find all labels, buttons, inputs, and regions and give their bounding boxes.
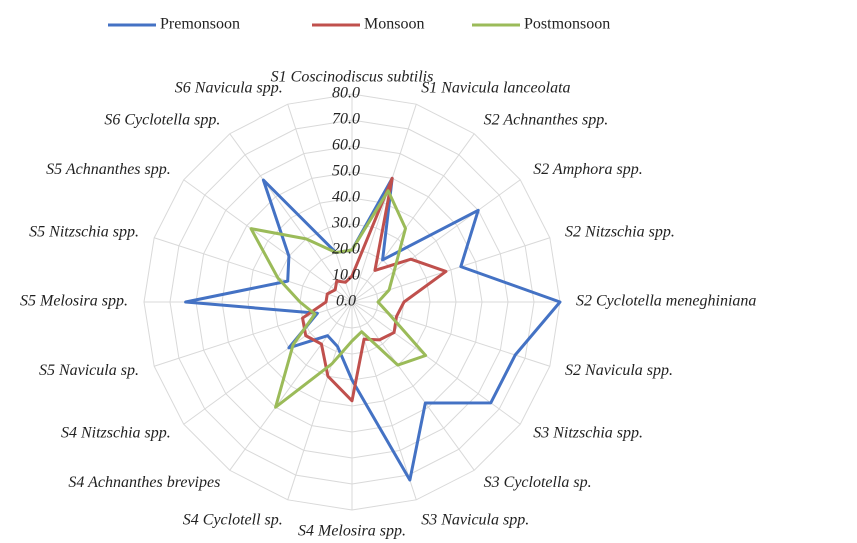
category-label: S4 Cyclotell sp. <box>183 512 283 529</box>
legend-label: Premonsoon <box>160 16 240 33</box>
category-label: S5 Navicula sp. <box>39 362 139 379</box>
y-tick-label: 10.0 <box>332 267 360 284</box>
spoke <box>229 301 353 471</box>
spoke <box>229 133 353 303</box>
category-label: S2 Amphora spp. <box>533 161 643 178</box>
category-label: S2 Navicula spp. <box>565 362 673 379</box>
category-label: S4 Achnanthes brevipes <box>68 474 220 491</box>
category-label: S1 Coscinodiscus subtilis <box>271 69 434 86</box>
category-label: S3 Cyclotella sp. <box>484 474 592 491</box>
category-label: S3 Navicula spp. <box>421 512 529 529</box>
spoke <box>183 301 353 425</box>
category-label: S5 Melosira spp. <box>20 293 128 310</box>
spoke <box>351 301 417 500</box>
legend-label: Monsoon <box>364 16 424 33</box>
spoke <box>351 179 521 303</box>
legend-label: Postmonsoon <box>524 16 610 33</box>
series-line <box>301 176 448 403</box>
y-tick-label: 80.0 <box>332 85 360 102</box>
spoke <box>351 237 550 303</box>
category-label: S5 Nitzschia spp. <box>29 223 139 240</box>
spoke <box>351 104 417 303</box>
category-label: S4 Melosira spp. <box>298 523 406 540</box>
spoke <box>287 301 353 500</box>
spoke <box>154 301 353 367</box>
category-label: S3 Nitzschia spp. <box>533 424 643 441</box>
category-label: S2 Cyclotella meneghiniana <box>576 293 756 310</box>
category-label: S2 Achnanthes spp. <box>484 111 609 128</box>
category-label: S1 Navicula lanceolata <box>421 80 570 97</box>
category-label: S6 Cyclotella spp. <box>104 111 220 128</box>
y-tick-label: 70.0 <box>332 111 360 128</box>
spoke <box>351 301 475 471</box>
category-label: S4 Nitzschia spp. <box>61 424 171 441</box>
spoke <box>183 179 353 303</box>
series-line <box>184 176 562 482</box>
category-label: S2 Nitzschia spp. <box>565 223 675 240</box>
y-tick-label: 0.0 <box>336 293 356 310</box>
y-tick-label: 50.0 <box>332 163 360 180</box>
category-label: S6 Navicula spp. <box>175 80 283 97</box>
spoke <box>287 104 353 303</box>
y-tick-label: 40.0 <box>332 189 360 206</box>
legend: Premonsoon Monsoon Postmonsoon <box>108 16 610 33</box>
spoke <box>154 237 353 303</box>
series-line <box>249 189 428 409</box>
spoke <box>351 301 550 367</box>
spoke <box>351 133 475 303</box>
spoke <box>351 301 521 425</box>
y-tick-label: 60.0 <box>332 137 360 154</box>
category-label: S5 Achnanthes spp. <box>46 161 171 178</box>
y-tick-label: 20.0 <box>332 241 360 258</box>
y-tick-label: 30.0 <box>331 215 360 232</box>
